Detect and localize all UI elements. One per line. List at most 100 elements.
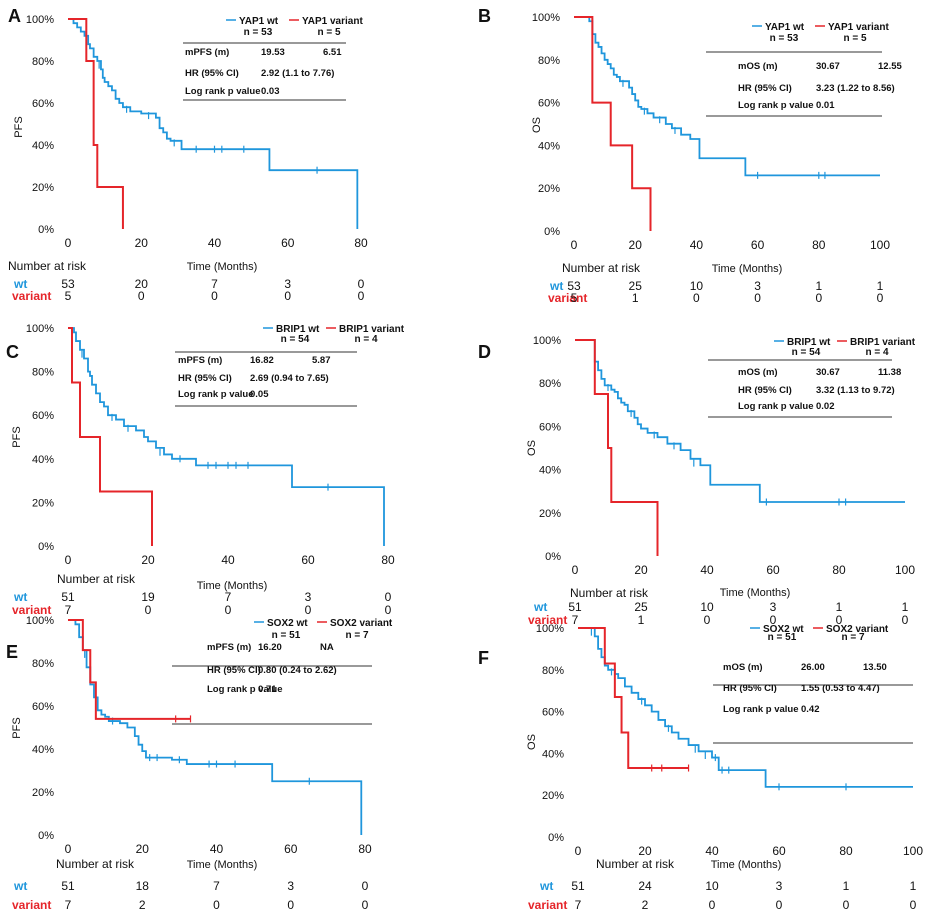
km-curve-variant [574, 16, 652, 231]
stats-value-variant: 6.51 [323, 47, 342, 58]
y-tick-label: 100% [26, 323, 54, 335]
x-axis-label: Time (Months) [187, 859, 258, 871]
y-tick-label: 80% [32, 658, 54, 670]
risk-wt-count: 51 [568, 600, 582, 614]
risk-table-title: Number at risk [57, 572, 136, 586]
x-tick-label: 80 [358, 842, 372, 856]
x-tick-label: 40 [210, 842, 224, 856]
y-tick-label: 40% [32, 744, 54, 756]
stats-value-wt: 16.82 [250, 355, 274, 366]
risk-wt-count: 1 [836, 600, 843, 614]
risk-variant-count: 5 [571, 291, 578, 305]
risk-wt-count: 3 [754, 279, 761, 293]
y-tick-label: 40% [32, 140, 54, 152]
panel-letter: B [478, 6, 491, 26]
stats-label: HR (95% CI) [738, 83, 792, 94]
x-tick-label: 20 [141, 553, 155, 567]
stats-value: 0.01 [816, 100, 835, 111]
risk-variant-count: 1 [638, 613, 645, 627]
x-axis-label: Time (Months) [720, 587, 791, 599]
x-tick-label: 40 [690, 238, 704, 252]
stats-label: Log rank p value [207, 684, 283, 695]
x-tick-label: 60 [772, 844, 786, 858]
stats-value: 0.05 [250, 389, 269, 400]
y-tick-label: 40% [32, 454, 54, 466]
x-tick-label: 40 [208, 236, 222, 250]
x-tick-label: 60 [284, 842, 298, 856]
risk-variant-count: 0 [358, 289, 365, 303]
y-tick-label: 40% [539, 465, 561, 477]
risk-variant-count: 0 [287, 898, 294, 912]
stats-label: HR (95% CI) [738, 385, 792, 396]
risk-wt-count: 51 [61, 590, 75, 604]
legend-wt-label: SOX2 wt [763, 624, 804, 635]
stats-label: HR (95% CI) [723, 683, 777, 694]
km-curve-wt [574, 16, 880, 177]
panel-letter: A [8, 6, 21, 26]
x-tick-label: 0 [65, 236, 72, 250]
km-curve-wt [68, 327, 385, 546]
risk-variant-count: 7 [65, 603, 72, 617]
stats-value-wt: 26.00 [801, 662, 825, 673]
x-tick-label: 20 [634, 563, 648, 577]
km-curve-variant [68, 327, 153, 546]
risk-wt-count: 3 [284, 277, 291, 291]
risk-wt-count: 1 [902, 600, 909, 614]
panel-C: C 0% 20% 40% 60% 80% 100% PFS 0 20 40 60 80 Time (Mon… [6, 323, 405, 617]
stats-value: 1.55 (0.53 to 4.47) [801, 683, 880, 694]
x-tick-label: 20 [629, 238, 643, 252]
risk-wt-count: 1 [815, 279, 822, 293]
legend-n-variant: n = 4 [865, 347, 889, 358]
y-tick-label: 80% [542, 665, 564, 677]
stats-value-wt: 30.67 [816, 367, 840, 378]
risk-variant-count: 0 [836, 613, 843, 627]
risk-variant-count: 0 [225, 603, 232, 617]
stats-label: Log rank p value [738, 401, 814, 412]
y-tick-label: 20% [542, 790, 564, 802]
y-tick-label: 100% [26, 14, 54, 26]
x-tick-label: 20 [136, 842, 150, 856]
x-axis-label: Time (Months) [187, 261, 258, 273]
y-tick-label: 20% [32, 182, 54, 194]
risk-wt-count: 3 [287, 879, 294, 893]
risk-wt-count: 18 [136, 879, 150, 893]
panel-letter: C [6, 342, 19, 362]
stats-label: HR (95% CI) [207, 665, 261, 676]
legend-variant-label: YAP1 variant [828, 22, 889, 33]
stats-label: mPFS (m) [207, 642, 251, 653]
risk-wt-count: 3 [770, 600, 777, 614]
x-axis-label: Time (Months) [197, 580, 268, 592]
legend-variant-label: BRIP1 variant [850, 337, 916, 348]
risk-wt-label: wt [533, 600, 547, 614]
risk-variant-label: variant [528, 898, 567, 912]
risk-variant-count: 0 [902, 613, 909, 627]
risk-variant-count: 0 [213, 898, 220, 912]
risk-wt-count: 7 [225, 590, 232, 604]
x-tick-label: 40 [221, 553, 235, 567]
risk-variant-count: 0 [709, 898, 716, 912]
legend-wt-label: YAP1 wt [765, 22, 805, 33]
risk-table-title: Number at risk [570, 586, 649, 600]
stats-value-wt: 19.53 [261, 47, 285, 58]
stats-label: mPFS (m) [185, 47, 229, 58]
legend-wt-label: BRIP1 wt [787, 337, 831, 348]
x-tick-label: 0 [575, 844, 582, 858]
y-tick-label: 60% [32, 701, 54, 713]
risk-variant-count: 0 [385, 603, 392, 617]
y-tick-label: 20% [538, 183, 560, 195]
risk-variant-count: 0 [754, 291, 761, 305]
y-axis-label: PFS [11, 717, 23, 738]
x-tick-label: 60 [301, 553, 315, 567]
risk-variant-count: 0 [910, 898, 917, 912]
legend-variant-label: BRIP1 variant [339, 324, 405, 335]
stats-label: mOS (m) [738, 367, 778, 378]
legend-n-wt: n = 54 [792, 347, 821, 358]
y-tick-label: 0% [545, 551, 561, 563]
legend-wt-label: YAP1 wt [239, 16, 279, 27]
risk-wt-label: wt [539, 879, 553, 893]
legend-n-wt: n = 54 [281, 334, 310, 345]
